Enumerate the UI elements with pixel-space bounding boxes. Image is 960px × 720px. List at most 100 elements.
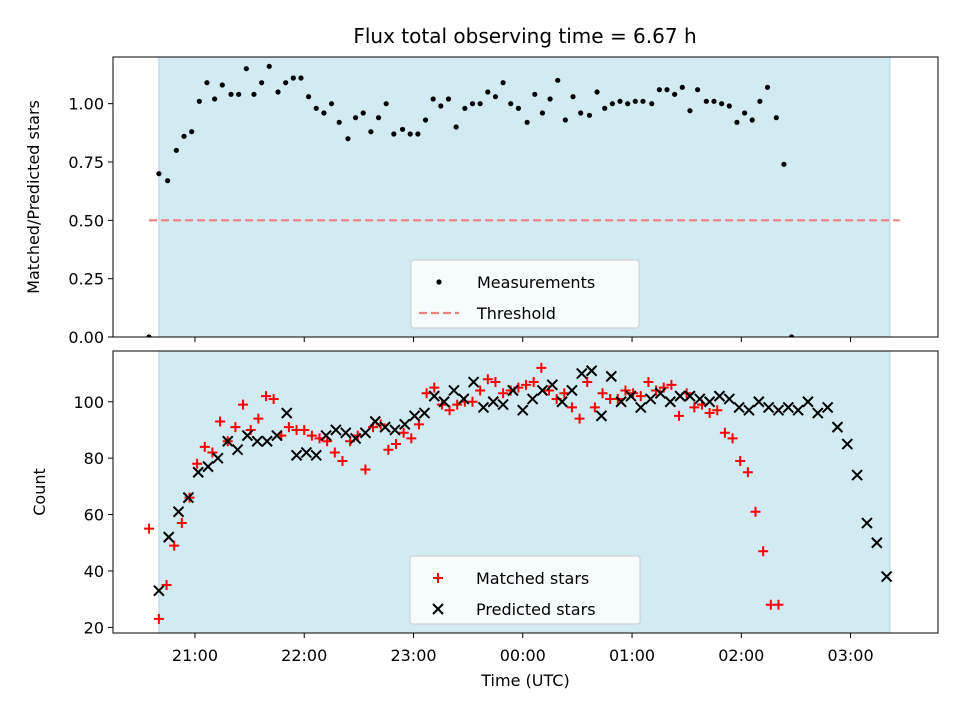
legend-measurement-swatch [436,279,442,285]
matched-point [758,546,769,557]
legend-label: Matched stars [476,569,589,588]
predicted-point [172,506,185,518]
measurement-point [485,89,491,95]
predicted-point [448,384,460,397]
predicted-point [251,435,263,447]
matched-point [199,441,210,452]
predicted-point [487,396,499,408]
measurement-point [741,110,748,116]
predicted-point [654,387,667,400]
matched-point [230,422,241,433]
measurement-point [422,117,429,123]
predicted-point [684,390,696,402]
matched-point [452,399,463,410]
measurement-point [609,101,615,107]
matched-point [329,447,340,458]
matched-point [153,613,164,624]
matched-point [268,393,279,404]
matched-point [742,467,753,478]
predicted-point [261,435,273,447]
predicted-point [359,427,372,439]
measurement-point [146,334,152,337]
predicted-point [330,424,342,436]
measurement-point [703,98,709,104]
predicted-point [153,584,165,597]
y-tick-label: 40 [84,562,104,581]
legend: Measurements Threshold [410,259,640,329]
measurement-point [726,103,732,109]
measurement-point [328,101,335,107]
measurement-point [415,131,421,137]
matched-point [398,427,409,438]
measurement-point [757,98,763,104]
matched-point [429,382,440,393]
predicted-point [271,429,283,442]
predicted-point [320,429,332,442]
predicted-point [605,370,617,383]
measurement-point [399,126,406,132]
legend-predicted-swatch [432,603,444,615]
legend-matched-swatch [433,573,443,583]
measurement-point [352,115,359,121]
matched-point [528,377,539,388]
measurement-point [243,66,249,72]
measurement-point [383,101,389,107]
predicted-point [851,469,863,481]
matched-point [299,424,310,435]
bottom-panel: 20 40 60 80 100 21:00 22:00 23:00 00:00 01:00 02:0… [30,350,939,690]
predicted-point [743,404,755,416]
matched-point [620,385,631,396]
predicted-point [212,452,224,464]
measurement-point [719,101,725,107]
measurement-point [228,91,234,97]
y-tick-label: 80 [84,449,104,468]
predicted-point [517,404,529,416]
predicted-point [389,424,401,436]
measurement-point [578,110,584,116]
measurement-point [204,80,210,86]
measurement-point [375,115,382,121]
x-tick-label: 02:00 [718,646,764,665]
measurement-point [602,105,608,111]
matched-point [666,379,677,390]
series-predicted-stars [153,365,893,597]
matched-point [176,518,187,529]
predicted-point [458,393,470,405]
legend-label: Threshold [476,304,556,323]
matched-point [482,374,493,385]
y-tick-label: 60 [84,506,104,525]
matched-point [536,362,547,373]
measurement-point [313,105,319,111]
measurement-point [695,87,701,93]
predicted-point [222,435,234,447]
predicted-point [408,410,421,422]
measurement-point [524,119,530,125]
matched-point [391,439,402,450]
matched-point [192,458,203,469]
measurement-point [687,108,693,114]
predicted-point [526,393,539,405]
legend-label: Measurements [477,273,595,292]
predicted-point [192,466,204,478]
measurement-point [532,91,538,97]
measurement-point [462,105,468,111]
matched-point [559,388,570,399]
predicted-point [762,401,775,414]
measurement-point [236,91,242,97]
predicted-point [379,421,391,433]
measurement-point [539,110,546,116]
predicted-point [202,460,214,473]
measurement-point [360,110,366,116]
matched-point [144,523,155,534]
predicted-point [812,407,824,419]
measurement-point [508,101,514,107]
measurement-point [492,94,499,100]
predicted-point [241,429,254,442]
measurement-point [290,75,296,81]
y-axis-label: Matched/Predicted stars [24,100,43,294]
y-tick-label: 20 [84,618,104,637]
predicted-point [792,404,804,416]
predicted-point [300,446,313,459]
predicted-point [753,396,765,408]
matched-point [521,379,532,390]
